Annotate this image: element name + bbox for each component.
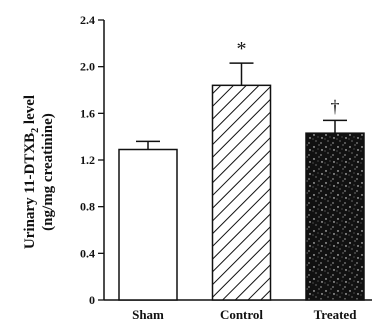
category-label-sham: Sham — [132, 307, 164, 322]
y-tick-label-6: 2.4 — [80, 13, 95, 27]
y-tick-label-2: 0.8 — [80, 200, 95, 214]
y-tick-label-0: 0 — [89, 293, 95, 307]
category-label-control: Control — [220, 307, 263, 322]
bar-sham — [118, 148, 178, 301]
y-tick-label-1: 0.4 — [80, 246, 95, 260]
significance-mark-treated: † — [331, 96, 340, 116]
y-tick-label-4: 1.6 — [80, 106, 95, 120]
y-axis-title: Urinary 11-DTXB2 level (ng/mg creatinine… — [22, 95, 56, 249]
y-axis-title-line1: Urinary 11-DTXB2 level — [22, 95, 41, 249]
category-label-treated: Treated — [314, 307, 358, 322]
y-tick-label-5: 2.0 — [80, 60, 95, 74]
significance-mark-control: * — [237, 38, 247, 60]
y-tick-label-3: 1.2 — [80, 153, 95, 167]
bar-treated — [305, 132, 365, 301]
y-axis-title-line2: (ng/mg creatinine) — [40, 113, 56, 231]
bar-control — [211, 84, 272, 301]
plot-area: 0 0.4 0.8 1.2 1.6 2.0 2.4 Sham * Control † Treated — [80, 13, 372, 322]
